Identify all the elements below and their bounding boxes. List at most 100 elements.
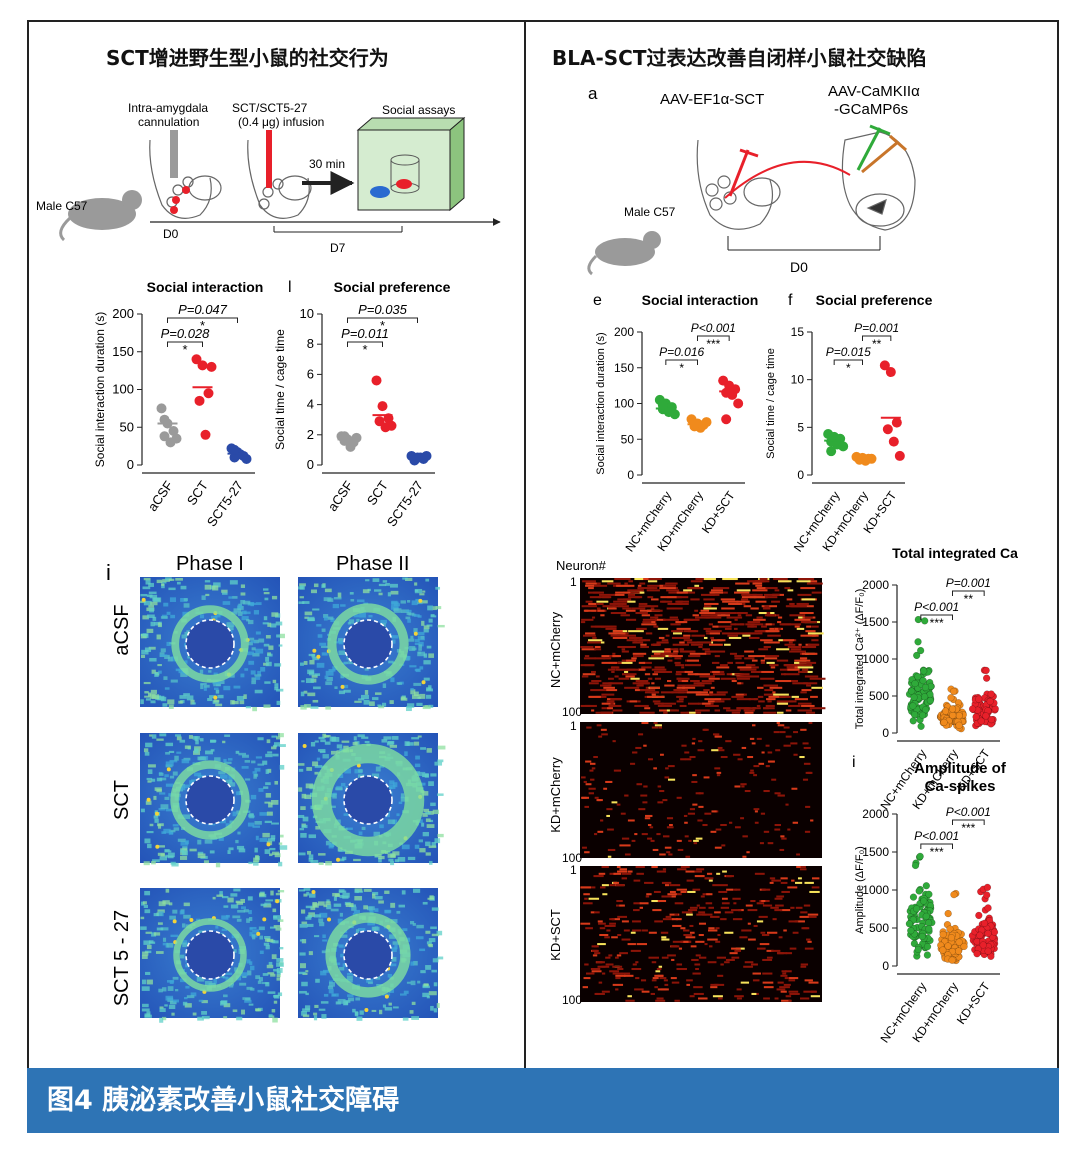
heatmap-speckle — [232, 915, 241, 919]
raster-event — [638, 578, 649, 581]
raster-event — [591, 767, 596, 770]
heatmap-speckle — [338, 650, 346, 656]
heatmap-speckle — [249, 813, 254, 819]
raster-event — [714, 767, 721, 770]
heatmap-speckle — [196, 918, 201, 921]
heatmap-speckle — [265, 753, 273, 758]
heatmap-speckle — [400, 796, 409, 802]
raster-event — [789, 650, 806, 653]
raster-event — [756, 704, 761, 707]
heatmap-speckle — [180, 978, 187, 983]
heatmap-speckle — [255, 975, 261, 980]
raster-event — [584, 851, 590, 854]
raster-event — [794, 698, 809, 701]
raster-event — [676, 627, 691, 630]
heatmap-speckle — [371, 1009, 377, 1012]
raster-event — [744, 711, 754, 714]
heatmap-speckle — [384, 1007, 393, 1011]
raster-event — [789, 614, 806, 617]
heatmap-speckle — [432, 606, 438, 611]
heatmap-speckle — [185, 964, 191, 968]
heatmap-speckle — [169, 915, 176, 920]
heatmap-col-label-phase2: Phase II — [336, 553, 409, 575]
raster-event — [635, 977, 640, 980]
raster-event — [676, 963, 683, 966]
heatmap-speckle — [156, 927, 164, 931]
raster-event — [631, 657, 637, 660]
heatmap-speckle — [437, 833, 444, 838]
raster-event — [749, 737, 755, 740]
heatmap-speckle — [415, 598, 422, 602]
heatmap-speckle — [423, 653, 428, 658]
raster-event — [691, 780, 698, 783]
heatmap-speckle — [271, 822, 279, 825]
raster-event — [682, 684, 698, 687]
raster-event — [774, 824, 782, 827]
heatmap-speckle — [374, 589, 382, 592]
heatmap-speckle — [210, 749, 215, 752]
heatmap-speckle — [170, 679, 178, 683]
raster-event — [609, 922, 616, 925]
heatmap-speckle — [329, 736, 336, 742]
raster-event — [657, 704, 673, 707]
raster-event — [781, 999, 791, 1002]
raster-event — [625, 999, 635, 1002]
raster-event — [705, 877, 714, 880]
brain-sketch-3 — [696, 139, 781, 230]
heatmap-speckle — [345, 827, 353, 830]
heatmap-speckle — [305, 678, 314, 684]
heatmap-speckle — [149, 734, 153, 737]
heatmap-speckle — [222, 740, 226, 744]
data-point — [987, 715, 996, 724]
heatmap-speckle — [385, 786, 393, 790]
raster-event — [734, 785, 741, 788]
raster-event — [664, 776, 670, 779]
raster-event — [680, 866, 690, 869]
raster-event — [791, 879, 795, 882]
raster-event — [589, 769, 594, 772]
heatmap-speckle — [239, 700, 245, 705]
heatmap-speckle — [324, 741, 331, 745]
heatmap-speckle — [165, 888, 170, 893]
heatmap-speckle — [238, 611, 243, 616]
raster-event — [712, 995, 723, 998]
heatmap-speckle — [153, 815, 159, 819]
data-point — [241, 453, 252, 464]
chart-title: Ca-spikes — [925, 778, 996, 795]
heatmap-speckle — [218, 819, 226, 824]
heatmap-speckle — [409, 920, 415, 925]
heatmap-speckle — [144, 909, 151, 914]
heatmap-speckle — [425, 930, 431, 934]
raster-event — [668, 778, 676, 781]
heatmap-speckle — [305, 905, 313, 909]
raster-event — [712, 587, 730, 590]
heatmap-speckle — [378, 592, 383, 596]
heatmap-speckle — [259, 892, 265, 897]
raster-event — [680, 927, 686, 930]
heatmap-speckle — [396, 682, 401, 685]
heatmap-speckle — [407, 856, 416, 861]
raster-event — [792, 821, 799, 824]
raster-event — [758, 670, 774, 673]
data-point — [923, 951, 932, 959]
heatmap-speckle — [428, 845, 437, 849]
heatmap-speckle — [434, 761, 443, 766]
raster-event — [696, 913, 707, 916]
raster-event — [756, 587, 766, 590]
heatmap-speckle — [228, 782, 236, 787]
raster-event — [593, 582, 600, 585]
heatmap-speckle — [143, 600, 152, 606]
data-point — [980, 919, 989, 927]
raster-event — [758, 762, 765, 765]
raster-event — [657, 974, 664, 977]
heatmap-speckle — [430, 1005, 434, 1011]
heatmap-speckle — [340, 673, 345, 679]
raster-event — [596, 724, 602, 727]
y-tick-label: 2000 — [862, 578, 889, 592]
heatmap-speckle — [279, 744, 286, 748]
raster-event — [676, 796, 682, 799]
raster-event — [647, 596, 654, 599]
heatmap-speckle — [431, 842, 436, 847]
